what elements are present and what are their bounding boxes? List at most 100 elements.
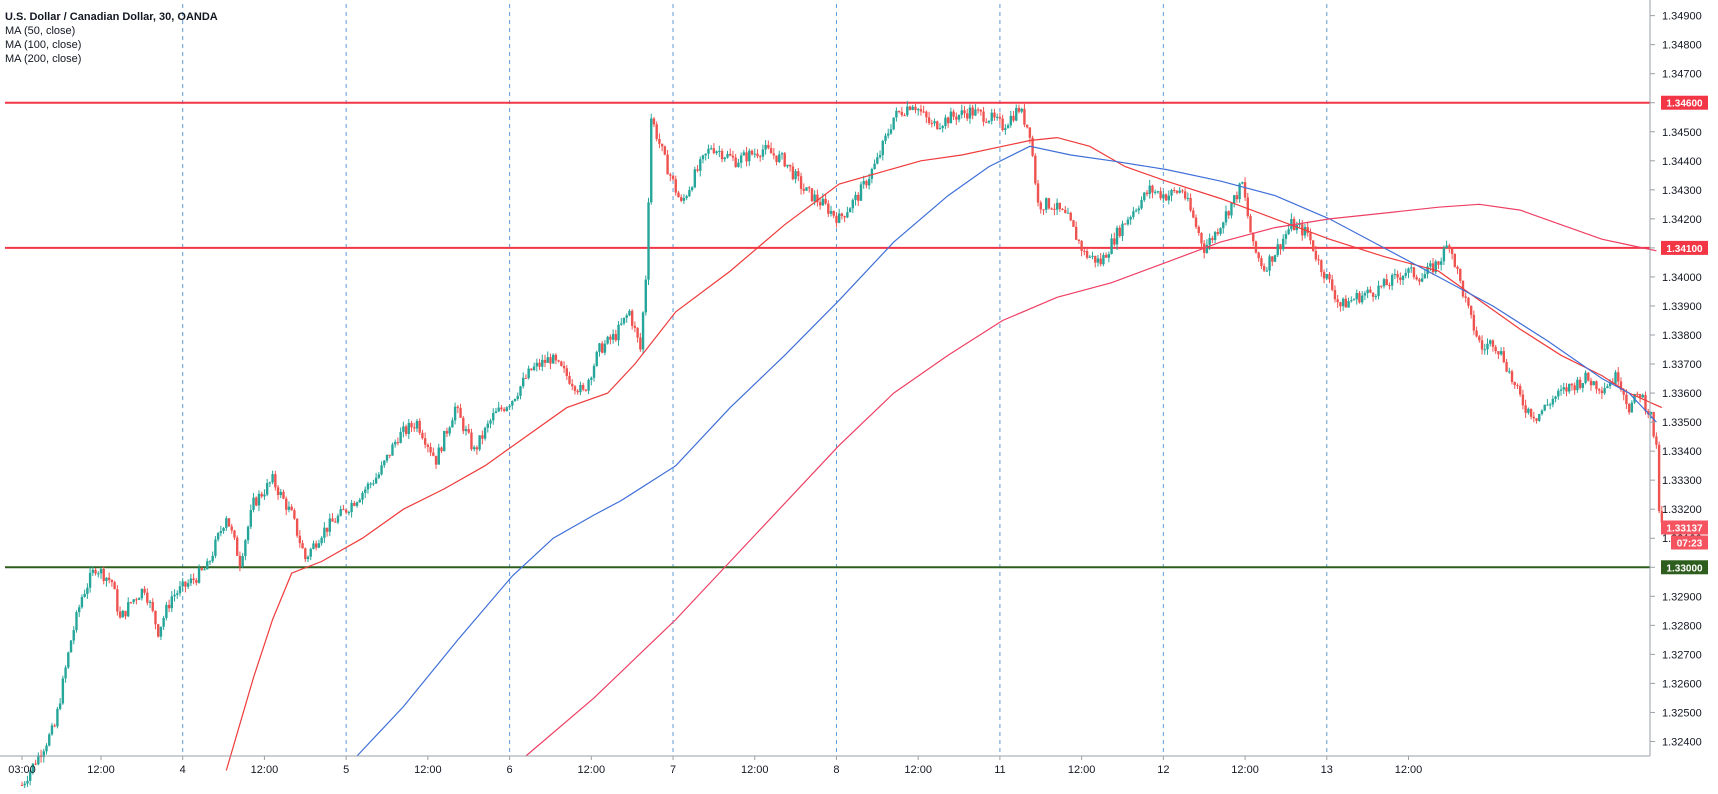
candle-body: [1652, 411, 1655, 437]
candle: [810, 188, 814, 203]
candle: [404, 424, 408, 437]
candle-body: [1186, 197, 1190, 199]
candle-body: [1039, 202, 1042, 210]
candle-body: [246, 526, 250, 541]
candle-body: [1627, 404, 1631, 413]
candle: [472, 445, 476, 452]
candle: [1597, 387, 1601, 395]
candle-body: [690, 187, 694, 191]
candle-body: [1153, 191, 1157, 193]
candle-body: [541, 359, 544, 367]
candle: [549, 353, 552, 370]
candle-body: [1145, 192, 1149, 195]
candle: [317, 539, 321, 549]
candle: [1012, 110, 1015, 123]
candle: [170, 591, 174, 613]
candle: [960, 104, 963, 119]
candle: [222, 526, 225, 534]
candle: [1532, 411, 1536, 423]
candle-body: [1619, 381, 1623, 390]
candle-body: [143, 588, 146, 593]
candle-body: [955, 116, 958, 120]
candle-body: [374, 477, 378, 484]
candle-body: [892, 117, 895, 130]
candle-body: [1074, 226, 1078, 240]
candle-body: [1306, 227, 1309, 233]
candle-body: [974, 109, 977, 116]
candle-body: [1235, 195, 1239, 200]
candle-body: [952, 111, 955, 117]
candle-body: [1423, 274, 1427, 279]
candle: [358, 497, 361, 503]
candle-body: [1205, 244, 1209, 253]
candle: [200, 567, 203, 571]
candle: [775, 155, 778, 166]
candle: [1551, 395, 1555, 408]
candle: [1497, 351, 1500, 360]
candle: [1107, 251, 1111, 263]
legend-ma-100[interactable]: MA (100, close): [5, 39, 82, 51]
candle: [641, 311, 645, 355]
candle-body: [565, 368, 568, 377]
candle: [342, 505, 345, 511]
candle-body: [1360, 295, 1364, 303]
candle: [1129, 215, 1132, 225]
candle-body: [1219, 228, 1222, 234]
candle: [1529, 408, 1533, 420]
candle: [339, 505, 342, 517]
candle-body: [1012, 115, 1015, 121]
candle: [1393, 268, 1397, 280]
candle-body: [443, 430, 446, 452]
candle: [233, 529, 236, 541]
candle: [1382, 277, 1386, 289]
candle: [581, 382, 585, 392]
candle-body: [1034, 155, 1037, 184]
candle-body: [791, 166, 795, 180]
candle-body: [1638, 394, 1642, 398]
candle-body: [1183, 191, 1187, 199]
candle: [669, 172, 672, 182]
candle: [309, 547, 312, 561]
candle: [1450, 247, 1454, 260]
candle: [1592, 380, 1595, 386]
candle: [998, 112, 1002, 125]
candle: [1469, 305, 1473, 319]
candle-body: [1497, 351, 1500, 355]
price-tick-label: 1.33800: [1662, 330, 1702, 342]
candle: [1145, 189, 1149, 197]
candle: [538, 358, 541, 371]
candle: [1036, 179, 1040, 207]
legend-ma-200[interactable]: MA (200, close): [5, 53, 82, 65]
candle-body: [802, 188, 805, 191]
candle: [167, 599, 171, 613]
candle: [1134, 208, 1138, 213]
candle: [938, 122, 942, 130]
candle: [1439, 257, 1443, 271]
candle-body: [1439, 261, 1443, 265]
candle: [1113, 232, 1116, 247]
candle-body: [287, 506, 291, 510]
candle: [699, 156, 702, 177]
candle-body: [1115, 227, 1119, 245]
candle-body: [483, 427, 487, 439]
price-tick-label: 1.34700: [1662, 69, 1702, 81]
candle: [1151, 184, 1154, 199]
candle-body: [606, 336, 609, 344]
candle-body: [655, 124, 658, 139]
candle-body: [1521, 394, 1525, 406]
candle-body: [1641, 394, 1644, 398]
candle: [1153, 189, 1157, 195]
candle-body: [1284, 234, 1288, 239]
legend-ma-50[interactable]: MA (50, close): [5, 25, 76, 37]
candle-body: [410, 423, 413, 428]
candle-body: [1529, 408, 1533, 417]
candle: [1170, 188, 1173, 202]
candle-body: [557, 360, 560, 362]
candle: [532, 362, 536, 372]
candle: [1042, 209, 1045, 215]
candle: [334, 517, 337, 523]
candle: [797, 168, 800, 182]
candle-body: [1540, 410, 1544, 415]
candle: [107, 572, 111, 584]
